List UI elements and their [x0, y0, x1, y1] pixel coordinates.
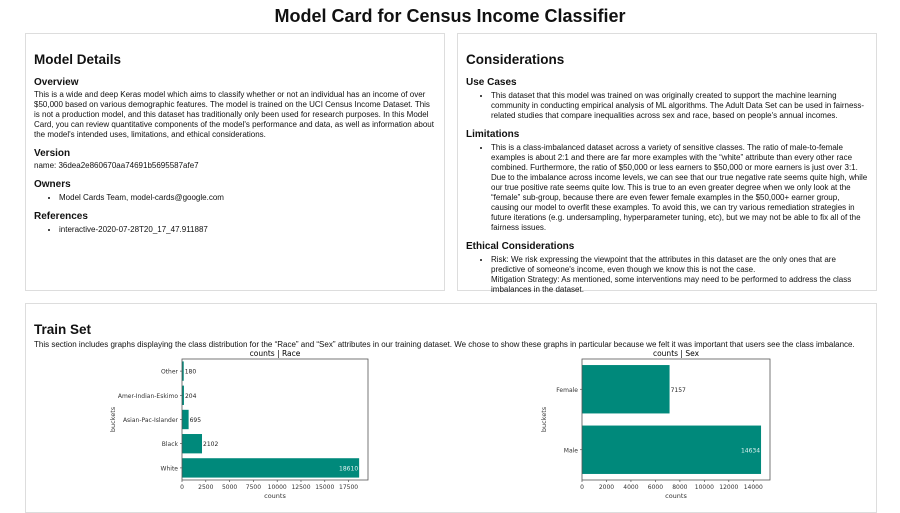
considerations-card: Considerations Use Cases This dataset th… [457, 33, 877, 294]
version-heading: Version [34, 148, 71, 159]
data-label: 204 [185, 393, 197, 400]
bar-asian-pac-islander [182, 409, 189, 430]
x-tick-label: 2000 [599, 484, 614, 491]
train-set-description: This section includes graphs displaying … [34, 340, 855, 349]
bar-amer-indian-eskimo [182, 385, 184, 405]
train-set-heading: Train Set [34, 322, 92, 337]
y-tick-label: White [161, 465, 179, 472]
ethical-heading: Ethical Considerations [466, 241, 575, 252]
data-label: 18610 [339, 465, 358, 472]
limitation-item: This is a class-imbalanced dataset acros… [491, 143, 868, 233]
x-axis-label: counts [665, 492, 687, 500]
owners-heading: Owners [34, 179, 71, 190]
x-tick-label: 5000 [222, 484, 237, 491]
references-heading: References [34, 211, 88, 222]
model-details-card: Model Details Overview This is a wide an… [25, 33, 445, 291]
y-axis-label: buckets [540, 406, 548, 432]
y-axis-label: buckets [109, 406, 117, 432]
train-set-card: Train Set This section includes graphs d… [25, 303, 877, 513]
bar-black [182, 434, 203, 454]
y-tick-label: Black [162, 441, 179, 448]
version-text: name: 36dea2e860670aa74691b5695587afe7 [34, 161, 199, 170]
x-tick-label: 2500 [198, 484, 213, 491]
y-tick-label: Asian-Pac-Islander [123, 417, 179, 424]
use-case-item: This dataset that this model was trained… [491, 91, 868, 121]
reference-item: interactive-2020-07-28T20_17_47.911887 [59, 225, 436, 235]
y-tick-label: Male [564, 447, 579, 454]
ethical-item: Risk: We risk expressing the viewpoint t… [491, 255, 868, 295]
owner-item: Model Cards Team, model-cards@google.com [59, 193, 436, 203]
bar-female [582, 365, 670, 414]
x-tick-label: 6000 [648, 484, 663, 491]
bar-male [582, 425, 762, 474]
y-tick-label: Female [556, 387, 578, 394]
x-tick-label: 0 [580, 484, 584, 491]
ethical-risk: Risk: We risk expressing the viewpoint t… [491, 255, 836, 274]
data-label: 695 [190, 417, 202, 424]
plot-frame [181, 358, 369, 481]
x-tick-label: 12000 [719, 484, 738, 491]
data-label: 180 [185, 369, 197, 376]
data-label: 2102 [203, 441, 218, 448]
x-tick-label: 14000 [744, 484, 763, 491]
model-details-heading: Model Details [34, 52, 122, 67]
x-axis-label: counts [264, 492, 286, 500]
considerations-heading: Considerations [466, 52, 565, 67]
limitations-heading: Limitations [466, 129, 520, 140]
bar-white [182, 458, 360, 478]
race-chart: counts | Race White 18610 Black 2102 Asian-Pa… [109, 349, 369, 500]
ethical-mitigation: Mitigation Strategy: As mentioned, some … [491, 275, 852, 294]
sex-chart: counts | Sex Male 14634 Female 7157 0 2000 4000… [540, 349, 771, 500]
data-label: 7157 [671, 387, 686, 394]
x-tick-label: 8000 [672, 484, 687, 491]
x-tick-label: 17500 [339, 484, 358, 491]
y-tick-label: Amer-Indian-Eskimo [118, 393, 178, 400]
x-tick-label: 10000 [695, 484, 714, 491]
page-title: Model Card for Census Income Classifier [274, 6, 626, 26]
x-tick-label: 12500 [291, 484, 310, 491]
plot-frame [581, 358, 771, 481]
use-cases-heading: Use Cases [466, 77, 517, 88]
data-label: 14634 [741, 447, 760, 454]
x-tick-label: 4000 [623, 484, 638, 491]
x-tick-label: 0 [180, 484, 184, 491]
x-tick-label: 15000 [315, 484, 334, 491]
bar-other [182, 361, 184, 381]
chart-title: counts | Sex [653, 349, 700, 358]
overview-text: This is a wide and deep Keras model whic… [34, 90, 434, 139]
chart-title: counts | Race [250, 349, 301, 358]
overview-heading: Overview [34, 77, 79, 88]
y-tick-label: Other [161, 369, 179, 376]
x-tick-label: 7500 [246, 484, 261, 491]
x-tick-label: 10000 [268, 484, 287, 491]
